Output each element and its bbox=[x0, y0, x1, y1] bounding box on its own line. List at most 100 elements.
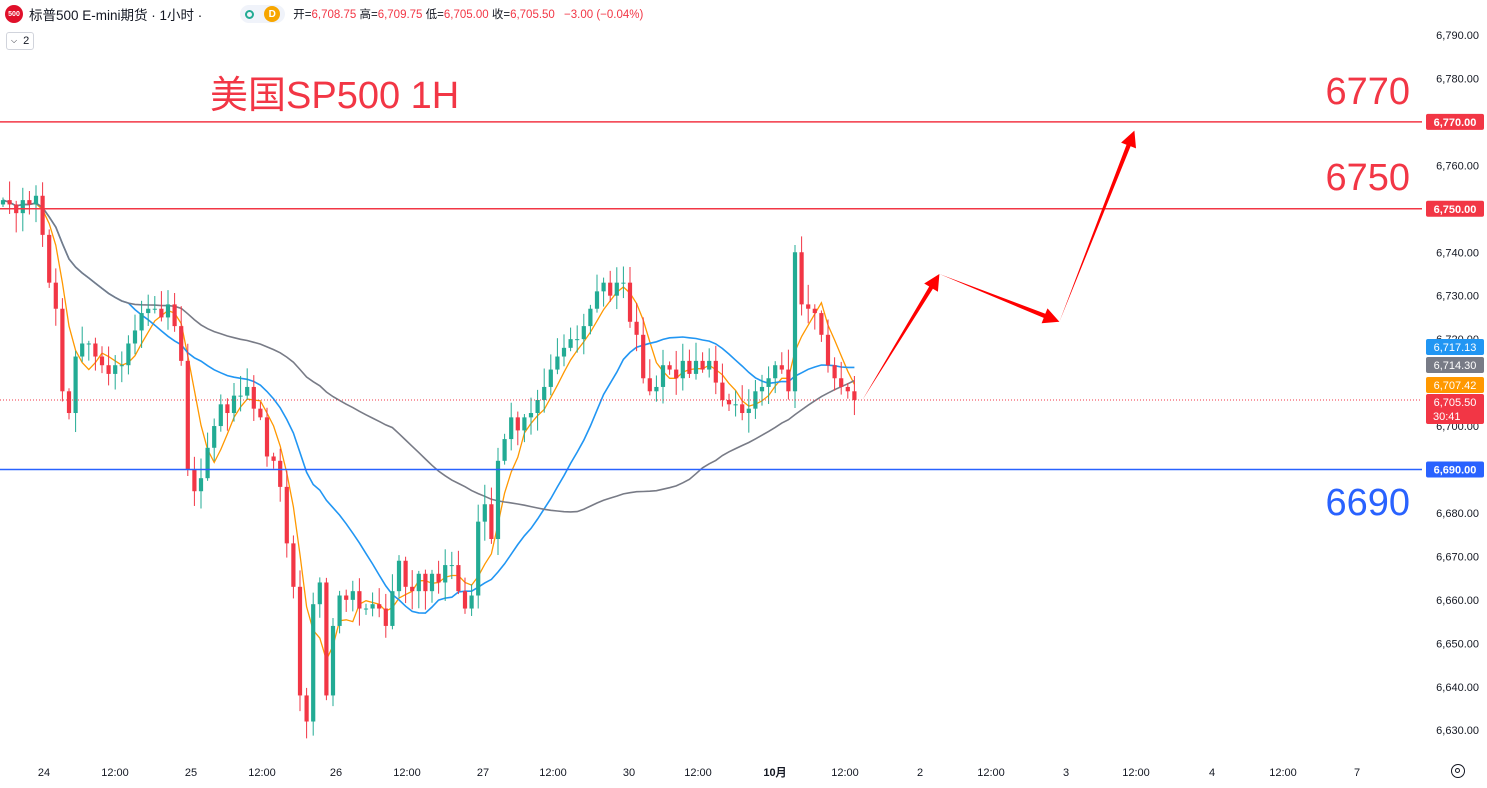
candle-body bbox=[324, 582, 329, 696]
candle-body bbox=[139, 313, 144, 331]
symbol-logo[interactable]: 500 bbox=[5, 5, 23, 23]
candle-body bbox=[284, 486, 289, 544]
candle-body bbox=[317, 582, 322, 605]
candle-body bbox=[575, 339, 580, 341]
candle-body bbox=[614, 282, 619, 296]
x-tick-label: 12:00 bbox=[101, 767, 129, 779]
ma-slow-line bbox=[2, 199, 855, 513]
candle-body bbox=[845, 386, 850, 392]
candle-body bbox=[819, 313, 824, 335]
candle-body bbox=[119, 365, 124, 367]
candle-body bbox=[40, 195, 45, 235]
price-tag-text: 6,705.50 bbox=[1434, 397, 1477, 409]
candle-body bbox=[726, 399, 732, 405]
candle-body bbox=[495, 460, 501, 540]
candle-body bbox=[218, 404, 223, 427]
candle-body bbox=[832, 365, 837, 379]
x-tick-label: 12:00 bbox=[248, 767, 276, 779]
candle-body bbox=[278, 460, 283, 487]
x-tick-label: 24 bbox=[38, 767, 50, 779]
resistance-6770-price-text: 6,770.00 bbox=[1434, 117, 1477, 129]
x-tick-label: 12:00 bbox=[977, 767, 1005, 779]
candle-body bbox=[542, 386, 547, 400]
candle-body bbox=[700, 360, 705, 370]
price-tag bbox=[1426, 377, 1484, 393]
candle-body bbox=[759, 386, 765, 392]
candle-body bbox=[377, 604, 382, 609]
candle-body bbox=[502, 439, 507, 461]
candle-body bbox=[113, 365, 118, 374]
candle-body bbox=[231, 395, 237, 414]
candle-body bbox=[297, 586, 303, 696]
x-tick-label: 12:00 bbox=[831, 767, 859, 779]
candle-body bbox=[106, 365, 111, 374]
symbol-title[interactable]: 标普500 E-mini期货 · 1小时 · bbox=[29, 8, 203, 23]
candle-body bbox=[165, 304, 171, 318]
candle-body bbox=[258, 408, 263, 418]
candle-body bbox=[198, 478, 204, 492]
candle-body bbox=[766, 378, 771, 387]
candle-body bbox=[159, 308, 164, 318]
candle-body bbox=[462, 591, 468, 609]
candle-body bbox=[522, 417, 527, 431]
candle-body bbox=[245, 386, 250, 396]
candle-body bbox=[192, 469, 197, 492]
level-6770-annotation: 6770 bbox=[1325, 71, 1410, 113]
candle-body bbox=[423, 573, 428, 592]
candle-body bbox=[132, 330, 138, 344]
candle-body bbox=[344, 595, 349, 600]
candle-body bbox=[568, 339, 573, 348]
settings-gear-icon[interactable] bbox=[1451, 764, 1465, 778]
candle-body bbox=[93, 343, 98, 357]
candle-body bbox=[660, 365, 666, 387]
candle-body bbox=[7, 200, 12, 205]
x-tick-label: 12:00 bbox=[539, 767, 567, 779]
candle-body bbox=[779, 365, 784, 370]
candle-body bbox=[588, 308, 593, 327]
candle-body bbox=[264, 417, 270, 457]
resistance-6750-price-tag bbox=[1426, 200, 1484, 217]
candle-body bbox=[238, 395, 243, 397]
candle-body bbox=[839, 378, 844, 387]
candle-body bbox=[753, 391, 758, 409]
candle-body bbox=[73, 356, 78, 414]
status-pills[interactable]: D bbox=[240, 5, 286, 23]
x-tick-label: 4 bbox=[1209, 767, 1215, 779]
y-tick-label: 6,660.00 bbox=[1436, 595, 1479, 607]
x-tick-label: 7 bbox=[1354, 767, 1360, 779]
candle-body bbox=[806, 304, 811, 309]
candle-body bbox=[383, 608, 388, 626]
candle-body bbox=[641, 334, 646, 379]
candle-body bbox=[291, 543, 296, 587]
resistance-6750-price-text: 6,750.00 bbox=[1434, 204, 1477, 216]
candle-body bbox=[746, 408, 751, 414]
candle-body bbox=[363, 608, 369, 610]
indicators-toggle[interactable]: ⌵ 2 bbox=[6, 32, 35, 50]
x-tick-label: 12:00 bbox=[393, 767, 421, 779]
candle-body bbox=[337, 595, 342, 626]
y-tick-label: 6,630.00 bbox=[1436, 725, 1479, 737]
candle-body bbox=[152, 308, 157, 310]
candle-body bbox=[667, 365, 672, 370]
level-6690-annotation: 6690 bbox=[1325, 482, 1410, 524]
candle-body bbox=[773, 365, 778, 379]
y-tick-label: 6,650.00 bbox=[1436, 638, 1479, 650]
candle-body bbox=[357, 591, 362, 609]
candle-body bbox=[20, 200, 25, 214]
candle-body bbox=[786, 369, 791, 392]
symbol-header: 500 标普500 E-mini期货 · 1小时 · D 开=6,708.75 … bbox=[0, 0, 643, 28]
candle-body bbox=[509, 417, 514, 440]
candle-body bbox=[528, 413, 534, 418]
candle-body bbox=[740, 404, 745, 414]
candle-body bbox=[608, 282, 613, 296]
candle-body bbox=[687, 360, 692, 374]
price-tag bbox=[1426, 394, 1484, 424]
candle-body bbox=[403, 560, 408, 587]
candle-body bbox=[581, 326, 586, 340]
candle-body bbox=[799, 252, 804, 305]
resistance-6770-price-tag bbox=[1426, 113, 1484, 130]
candle-body bbox=[53, 282, 58, 309]
candle-body bbox=[212, 426, 217, 448]
x-tick-label: 12:00 bbox=[684, 767, 712, 779]
